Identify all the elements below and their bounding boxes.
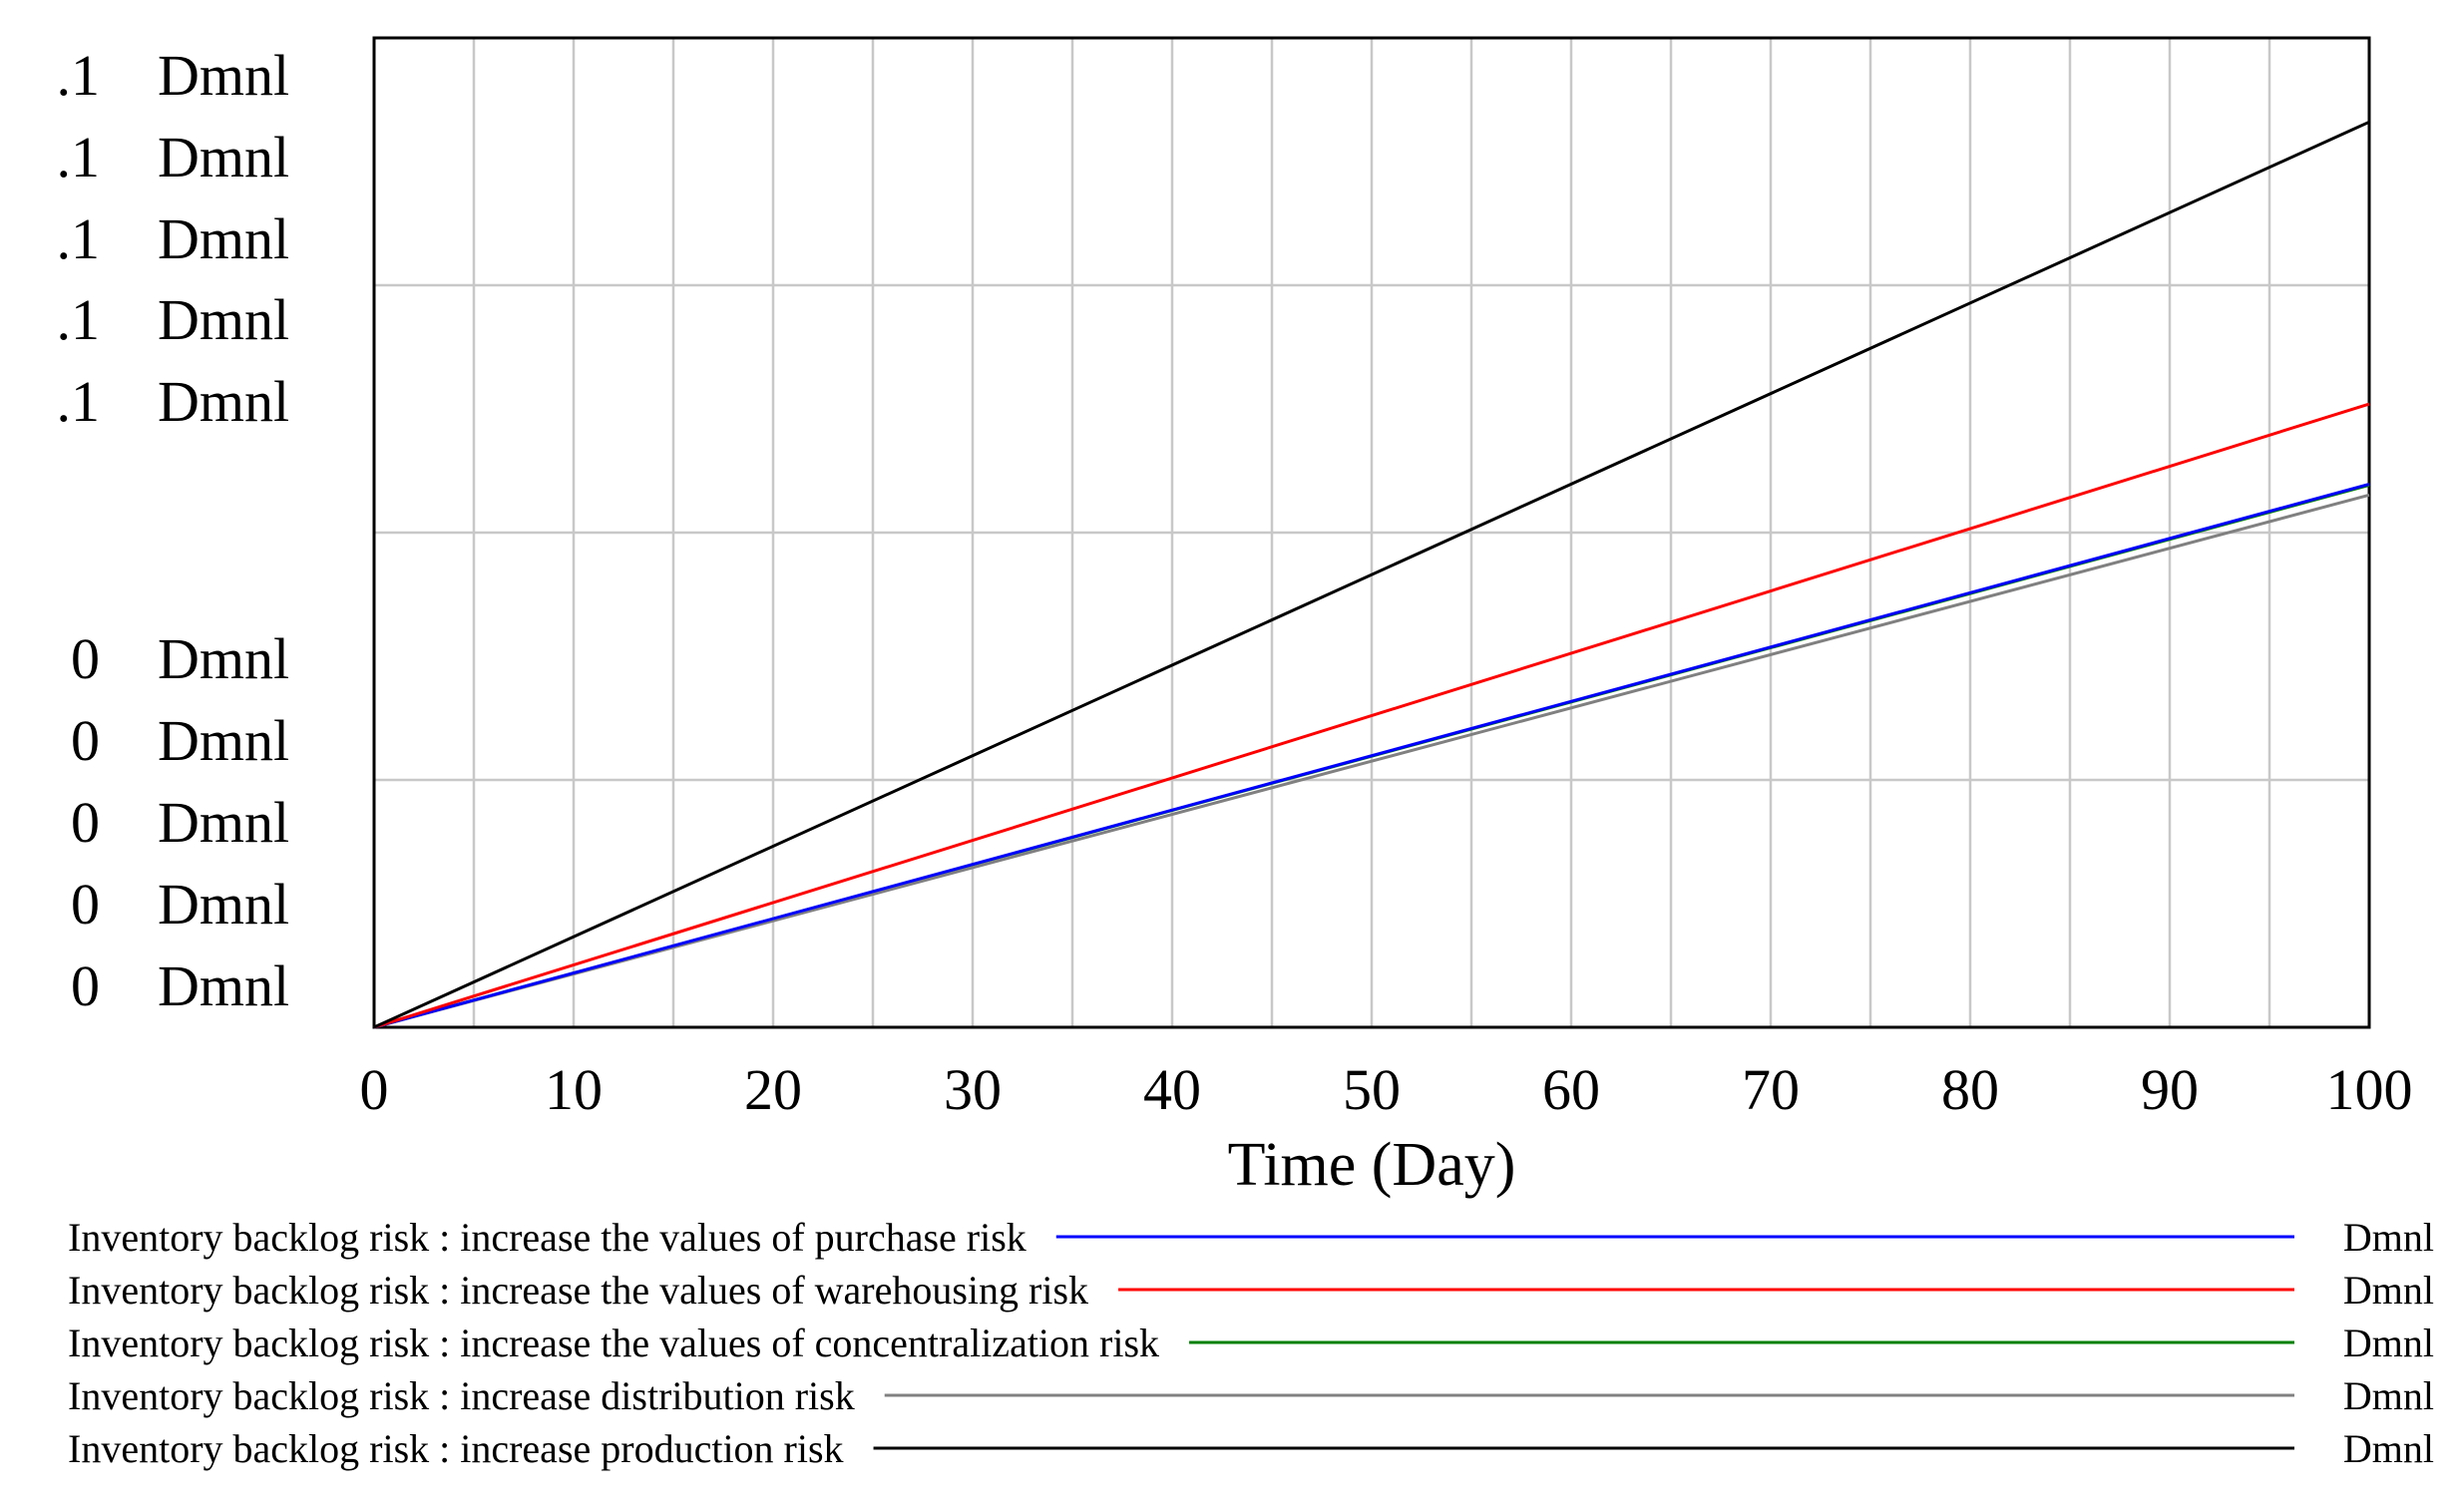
legend-label: Inventory backlog risk : increase produc… <box>68 1426 844 1471</box>
y-tick-unit: Dmnl <box>158 43 289 108</box>
x-axis-title: Time (Day) <box>1228 1131 1516 1199</box>
y-tick-value: .1 <box>57 287 101 352</box>
y-tick-unit: Dmnl <box>158 369 289 434</box>
x-tick-label: 100 <box>2326 1057 2413 1122</box>
x-tick-label: 50 <box>1343 1057 1401 1122</box>
legend-label: Inventory backlog risk : increase the va… <box>68 1215 1026 1260</box>
legend-unit: Dmnl <box>2343 1321 2434 1365</box>
series-line-2 <box>373 402 2370 1029</box>
x-tick-label: 0 <box>360 1057 389 1122</box>
y-tick-value: 0 <box>71 872 100 937</box>
plot-frame <box>372 36 2371 1029</box>
y-tick-unit: Dmnl <box>158 872 289 937</box>
y-tick-value: .1 <box>57 206 101 271</box>
series-line-5 <box>373 120 2370 1029</box>
x-tick-label: 60 <box>1542 1057 1600 1122</box>
y-tick-unit: Dmnl <box>158 708 289 773</box>
series-line-1 <box>373 482 2370 1029</box>
x-tick-label: 90 <box>2141 1057 2199 1122</box>
x-tick-label: 20 <box>744 1057 802 1122</box>
y-tick-value: 0 <box>71 708 100 773</box>
y-tick-value: .1 <box>57 43 101 108</box>
y-tick-value: 0 <box>71 953 100 1018</box>
x-tick-label: 10 <box>545 1057 603 1122</box>
y-tick-unit: Dmnl <box>158 287 289 352</box>
x-tick-label: 30 <box>944 1057 1002 1122</box>
y-tick-unit: Dmnl <box>158 953 289 1018</box>
legend-unit: Dmnl <box>2343 1373 2434 1418</box>
y-tick-unit: Dmnl <box>158 206 289 271</box>
grid-lines <box>374 38 2369 1027</box>
y-tick-value: .1 <box>57 125 101 189</box>
x-tick-label: 80 <box>1941 1057 1999 1122</box>
y-tick-unit: Dmnl <box>158 790 289 855</box>
series-lines <box>373 120 2370 1029</box>
x-tick-label: 70 <box>1742 1057 1800 1122</box>
legend: Inventory backlog risk : increase the va… <box>68 1215 2434 1471</box>
x-tick-label: 40 <box>1143 1057 1201 1122</box>
legend-label: Inventory backlog risk : increase the va… <box>68 1268 1088 1313</box>
y-tick-unit: Dmnl <box>158 125 289 189</box>
y-tick-value: 0 <box>71 790 100 855</box>
legend-unit: Dmnl <box>2343 1215 2434 1260</box>
legend-label: Inventory backlog risk : increase the va… <box>68 1321 1159 1365</box>
legend-label: Inventory backlog risk : increase distri… <box>68 1373 855 1418</box>
legend-unit: Dmnl <box>2343 1426 2434 1471</box>
series-line-4 <box>373 493 2370 1029</box>
legend-unit: Dmnl <box>2343 1268 2434 1313</box>
y-tick-value: 0 <box>71 626 100 691</box>
y-axis-labels: .1 Dmnl .1 Dmnl .1 Dmnl .1 Dmnl .1 Dmnl 0 Dmnl 0 Dmnl… <box>57 43 290 1018</box>
x-axis-tick-labels: 0 10 20 30 40 50 60 70 80 90 100 <box>360 1057 2413 1122</box>
y-tick-unit: Dmnl <box>158 626 289 691</box>
y-tick-value: .1 <box>57 369 101 434</box>
